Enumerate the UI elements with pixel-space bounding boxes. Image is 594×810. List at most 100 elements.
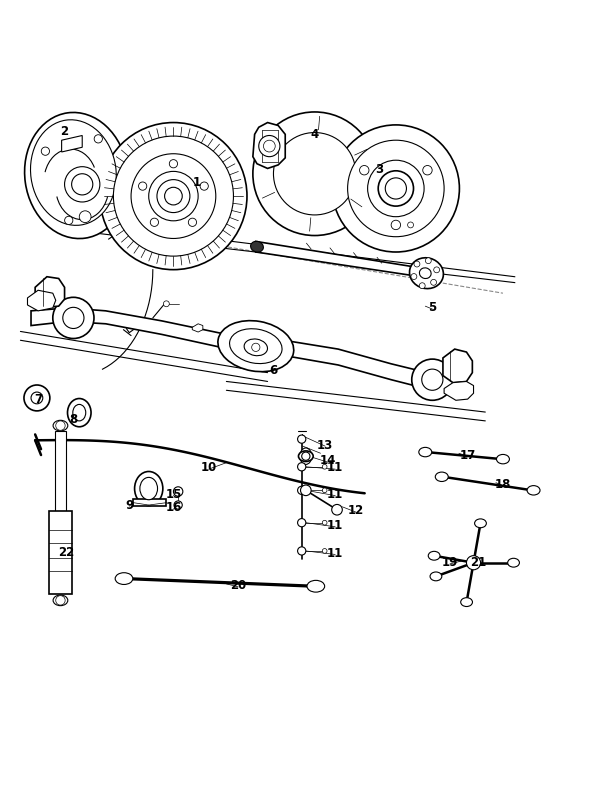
Ellipse shape (419, 268, 431, 279)
Circle shape (65, 167, 100, 202)
Circle shape (94, 134, 102, 143)
Circle shape (72, 173, 93, 195)
Circle shape (174, 501, 182, 509)
Ellipse shape (115, 573, 133, 585)
Circle shape (391, 220, 400, 230)
Ellipse shape (461, 598, 472, 607)
Polygon shape (134, 499, 166, 506)
Ellipse shape (419, 447, 432, 457)
Circle shape (323, 464, 327, 469)
Polygon shape (444, 382, 473, 400)
Text: 11: 11 (327, 519, 343, 532)
Polygon shape (256, 241, 421, 277)
Ellipse shape (435, 472, 448, 481)
Polygon shape (443, 349, 472, 382)
Ellipse shape (229, 329, 282, 364)
Circle shape (150, 218, 159, 227)
Circle shape (332, 125, 459, 252)
Text: 21: 21 (470, 556, 486, 569)
Circle shape (252, 343, 260, 352)
Ellipse shape (430, 572, 442, 581)
Ellipse shape (300, 448, 312, 464)
Ellipse shape (135, 471, 163, 505)
Circle shape (41, 147, 49, 156)
Circle shape (31, 392, 43, 404)
Ellipse shape (527, 486, 540, 495)
Circle shape (56, 595, 65, 605)
Circle shape (273, 133, 356, 215)
Polygon shape (62, 135, 82, 152)
Circle shape (323, 520, 327, 525)
Text: 18: 18 (495, 478, 511, 491)
Circle shape (323, 488, 327, 492)
Ellipse shape (24, 113, 128, 239)
Circle shape (298, 463, 306, 471)
Circle shape (368, 160, 424, 217)
Circle shape (188, 218, 197, 227)
Circle shape (425, 258, 431, 263)
Circle shape (163, 301, 169, 307)
Circle shape (423, 165, 432, 175)
Circle shape (411, 274, 417, 279)
Text: 7: 7 (34, 393, 42, 406)
Circle shape (407, 222, 413, 228)
Polygon shape (253, 122, 285, 168)
Polygon shape (55, 432, 67, 511)
Ellipse shape (497, 454, 510, 464)
Text: 8: 8 (69, 413, 77, 426)
Circle shape (253, 112, 377, 236)
Text: 1: 1 (193, 176, 201, 189)
Text: 12: 12 (347, 505, 364, 518)
Ellipse shape (508, 558, 519, 567)
Text: 9: 9 (125, 498, 134, 512)
Polygon shape (27, 290, 56, 311)
Circle shape (378, 171, 413, 206)
Circle shape (173, 487, 183, 497)
Circle shape (298, 518, 306, 526)
Circle shape (298, 435, 306, 443)
Text: 17: 17 (460, 449, 476, 462)
Ellipse shape (53, 595, 68, 606)
Polygon shape (35, 277, 65, 307)
Circle shape (113, 136, 233, 256)
Text: 11: 11 (327, 462, 343, 475)
Text: 2: 2 (61, 125, 69, 138)
Circle shape (63, 307, 84, 329)
Polygon shape (192, 324, 203, 332)
Text: 19: 19 (442, 556, 458, 569)
Text: 11: 11 (327, 488, 343, 501)
Ellipse shape (53, 420, 68, 431)
Circle shape (331, 505, 342, 515)
Text: 13: 13 (317, 438, 333, 451)
Circle shape (200, 182, 208, 190)
Circle shape (131, 154, 216, 238)
Text: 20: 20 (230, 579, 247, 592)
Ellipse shape (218, 321, 293, 372)
Circle shape (431, 279, 437, 285)
Ellipse shape (251, 241, 263, 252)
Ellipse shape (140, 477, 157, 500)
Ellipse shape (73, 404, 86, 421)
Circle shape (298, 486, 306, 494)
Text: 10: 10 (201, 462, 217, 475)
Ellipse shape (428, 552, 440, 561)
Circle shape (419, 283, 425, 288)
Circle shape (323, 548, 327, 553)
Ellipse shape (244, 339, 267, 356)
Ellipse shape (30, 120, 116, 225)
Ellipse shape (298, 451, 313, 462)
Text: 14: 14 (320, 454, 336, 467)
Ellipse shape (475, 519, 486, 527)
Circle shape (79, 211, 91, 223)
Circle shape (100, 122, 247, 270)
Polygon shape (49, 511, 72, 595)
Circle shape (65, 216, 73, 224)
Circle shape (434, 267, 440, 273)
Circle shape (24, 385, 50, 411)
Ellipse shape (307, 580, 325, 592)
Ellipse shape (68, 399, 91, 427)
Circle shape (298, 547, 306, 555)
Circle shape (347, 140, 444, 237)
Circle shape (412, 359, 453, 400)
Circle shape (264, 140, 275, 152)
